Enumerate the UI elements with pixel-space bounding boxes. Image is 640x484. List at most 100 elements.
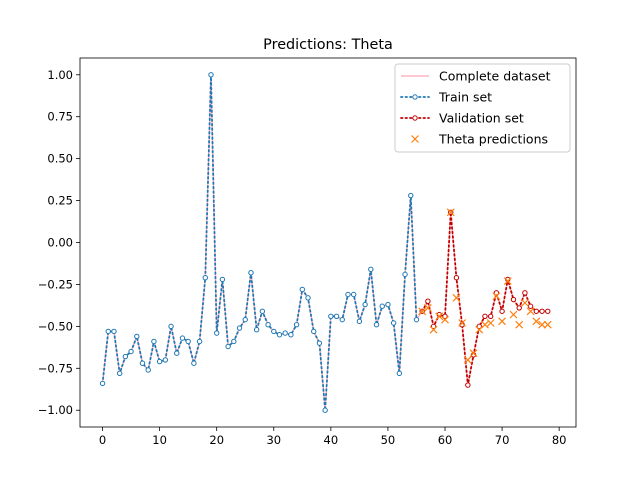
x-tick-label: 40 <box>324 433 339 447</box>
data-point-train-set <box>396 370 403 377</box>
data-point-validation-set <box>522 290 528 296</box>
data-point-train-set <box>390 320 397 326</box>
data-point-train-set <box>408 192 414 199</box>
data-point-train-set <box>293 321 300 328</box>
data-point-theta-prediction <box>509 310 518 319</box>
data-point-train-set <box>379 303 385 309</box>
data-point-train-set <box>156 358 163 365</box>
data-point-theta-prediction <box>418 307 427 316</box>
data-point-train-set <box>253 327 260 333</box>
data-point-train-set <box>265 321 271 328</box>
data-point-train-set <box>373 321 380 328</box>
data-point-train-set <box>299 286 306 293</box>
data-point-theta-prediction <box>446 208 455 217</box>
data-point-validation-set <box>487 313 494 319</box>
data-point-train-set <box>105 328 111 335</box>
y-tick-label: 1.00 <box>47 68 73 82</box>
data-point-validation-set <box>493 290 500 296</box>
data-point-train-set <box>134 333 140 340</box>
data-point-train-set <box>311 328 317 335</box>
data-point-validation-set <box>510 296 517 303</box>
y-tick-label: 0.25 <box>47 194 73 208</box>
data-point-train-set <box>402 271 408 278</box>
data-point-train-set <box>191 360 197 366</box>
data-point-train-set <box>196 338 203 345</box>
y-tick-label: −0.25 <box>38 277 73 291</box>
data-point-train-set <box>333 313 340 319</box>
data-point-validation-set <box>545 308 551 314</box>
data-point-theta-prediction <box>543 320 552 329</box>
series-line-train-set <box>101 74 418 411</box>
legend-marker-theta-predictions <box>411 135 419 143</box>
data-point-train-set <box>162 357 169 363</box>
data-point-validation-set <box>442 313 448 319</box>
data-point-train-set <box>174 350 180 356</box>
axes: 0 10 20 30 40 50 60 70 80 −1.00 −0.75 −0.50 −0.25 0.0… <box>38 57 577 447</box>
data-point-theta-prediction <box>441 315 449 324</box>
data-point-theta-prediction <box>452 293 461 302</box>
legend-label: Train set <box>438 90 492 105</box>
x-tick-label: 0 <box>99 433 106 447</box>
plot-area <box>99 72 552 413</box>
data-point-train-set <box>231 338 237 345</box>
data-point-validation-set <box>533 308 540 314</box>
data-point-train-set <box>145 367 151 373</box>
data-point-train-set <box>350 291 357 298</box>
data-point-theta-prediction <box>526 307 535 316</box>
data-point-train-set <box>242 316 248 323</box>
data-point-validation-set <box>425 298 431 304</box>
data-point-theta-prediction <box>435 312 444 321</box>
legend-marker-validation-set <box>412 115 418 121</box>
data-point-theta-prediction <box>423 303 432 312</box>
legend-label: Complete dataset <box>439 69 551 84</box>
data-point-train-set <box>385 301 391 308</box>
data-point-train-set <box>282 330 288 336</box>
data-point-train-set <box>276 332 283 338</box>
data-point-validation-set <box>499 308 505 314</box>
data-point-train-set <box>185 338 191 345</box>
legend-marker-train-set <box>412 94 418 100</box>
y-tick-label: −0.75 <box>38 361 73 375</box>
data-point-theta-prediction <box>520 298 529 307</box>
data-point-validation-set <box>482 313 488 319</box>
data-point-theta-prediction <box>458 319 467 327</box>
data-point-theta-prediction <box>503 277 512 286</box>
data-point-train-set <box>179 335 186 341</box>
data-point-train-set <box>99 380 106 387</box>
data-point-train-set <box>128 348 134 355</box>
data-point-train-set <box>328 313 334 319</box>
y-tick-label: 0.75 <box>47 110 73 124</box>
data-point-train-set <box>271 328 277 335</box>
data-point-train-set <box>356 318 363 325</box>
data-point-theta-prediction <box>538 320 546 329</box>
data-point-train-set <box>368 266 374 273</box>
data-point-theta-prediction <box>486 319 495 327</box>
legend-label: Validation set <box>439 111 524 126</box>
data-point-validation-set <box>465 382 471 388</box>
data-point-train-set <box>111 328 117 335</box>
data-point-train-set <box>236 325 243 331</box>
legend: Complete dataset Train set Validation set T… <box>394 63 571 153</box>
x-tick-label: 30 <box>266 433 281 447</box>
data-point-theta-prediction <box>498 317 507 326</box>
data-point-train-set <box>225 343 231 350</box>
data-point-theta-prediction <box>469 349 478 358</box>
data-point-theta-prediction <box>515 320 524 329</box>
data-point-train-set <box>202 275 208 281</box>
data-point-validation-set <box>476 323 482 330</box>
y-tick-label: −1.00 <box>38 403 73 417</box>
x-tick-label: 70 <box>495 433 510 447</box>
x-tick-label: 60 <box>438 433 453 447</box>
data-point-validation-set <box>430 323 437 330</box>
data-point-theta-prediction <box>481 320 489 329</box>
data-point-theta-prediction <box>492 292 501 301</box>
x-tick-label: 10 <box>152 433 167 447</box>
data-point-train-set <box>288 332 294 338</box>
y-tick-label: 0.00 <box>47 236 73 250</box>
data-point-train-set <box>322 407 328 413</box>
data-point-train-set <box>208 72 214 78</box>
data-point-train-set <box>116 370 123 377</box>
data-point-train-set <box>219 276 226 283</box>
